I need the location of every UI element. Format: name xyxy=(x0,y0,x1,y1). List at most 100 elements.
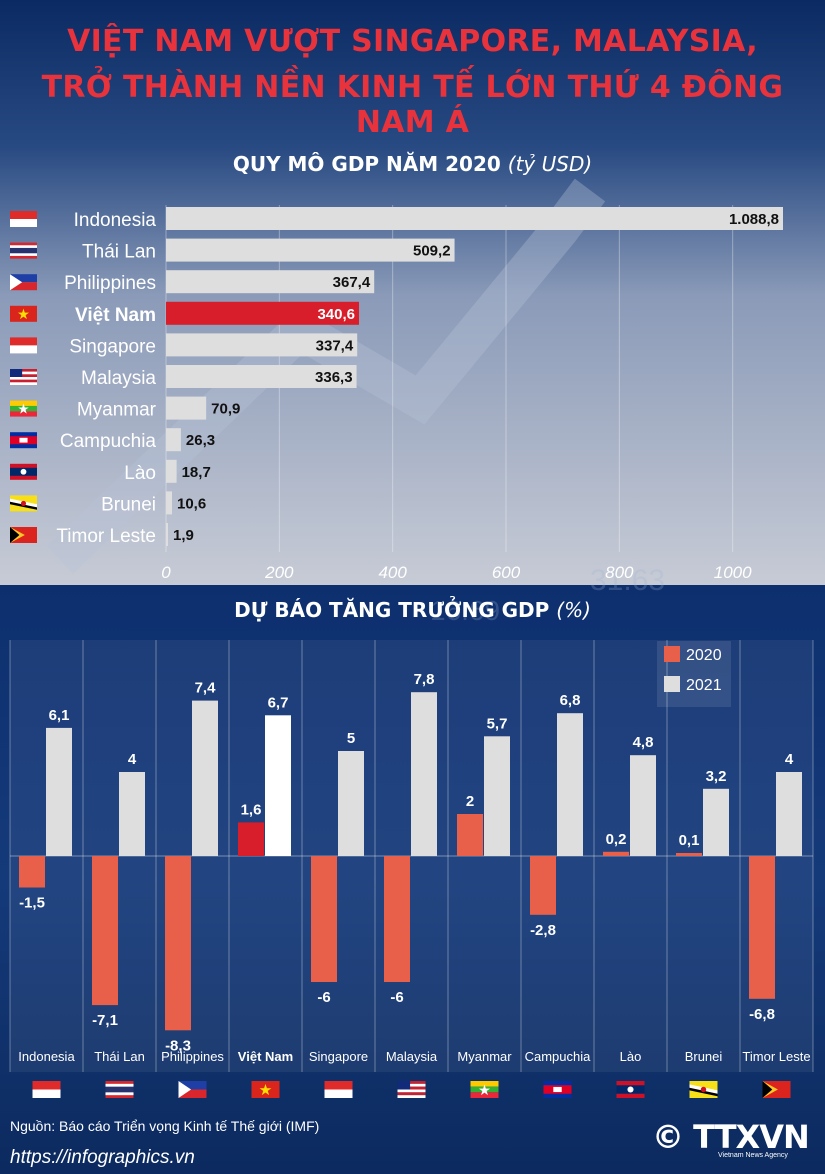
flag-part xyxy=(10,371,37,375)
flag-part xyxy=(397,1081,411,1090)
main-title-line2: TRỞ THÀNH NỀN KINH TẾ LỚN THỨ 4 ĐÔNG NAM… xyxy=(41,70,784,140)
growth-label-2020: 0,1 xyxy=(679,832,700,849)
growth-bar-2021 xyxy=(557,713,583,856)
gdp-category-label: Malaysia xyxy=(81,368,156,389)
gdp-category-label: Philippines xyxy=(64,273,156,294)
growth-category-label: Singapore xyxy=(309,1049,368,1064)
growth-label-2021: 4 xyxy=(128,751,137,768)
gdp-xtick-label: 600 xyxy=(492,563,521,582)
thailand-flag-icon xyxy=(10,242,37,259)
flag-part xyxy=(10,377,37,380)
gdp-bar xyxy=(166,523,168,546)
indonesia-flag-icon xyxy=(10,211,37,227)
growth-label-2021: 5,7 xyxy=(487,715,508,732)
svg-text:16.69: 16.69 xyxy=(430,595,500,626)
flag-part xyxy=(20,468,27,475)
malaysia-flag-icon xyxy=(10,369,37,385)
growth-section-title: DỰ BÁO TĂNG TRƯỞNG GDP (%) xyxy=(0,598,825,622)
flag-part xyxy=(178,1081,192,1098)
flag-part xyxy=(10,400,37,406)
gdp-value-label: 509,2 xyxy=(413,243,451,260)
flag-part xyxy=(10,247,37,254)
growth-label-2020: -1,5 xyxy=(19,895,45,912)
flag-part: ★ xyxy=(259,1081,273,1099)
flag-part xyxy=(470,1086,499,1093)
flag-part xyxy=(553,1086,562,1093)
flag-part xyxy=(397,1092,426,1096)
growth-category-label: Thái Lan xyxy=(94,1049,145,1064)
flag-part xyxy=(470,1092,499,1098)
website-link[interactable]: https://infographics.vn xyxy=(10,1147,195,1168)
growth-category-label: Brunei xyxy=(685,1049,723,1064)
flag-part xyxy=(32,1089,61,1098)
gdp-section-heading: QUY MÔ GDP NĂM 2020 xyxy=(232,152,501,176)
gdp-category-label: Indonesia xyxy=(74,210,157,231)
flag-part xyxy=(10,211,37,219)
legend-swatch-2021 xyxy=(664,676,680,692)
growth-label-2021: 3,2 xyxy=(706,768,727,785)
laos-flag-icon xyxy=(10,463,37,480)
growth-category-label: Philippines xyxy=(161,1049,224,1064)
growth-bar-2020 xyxy=(19,856,45,888)
source-note: Nguồn: Báo cáo Triển vọng Kinh tế Thế gi… xyxy=(10,1118,320,1134)
growth-category-label: Campuchia xyxy=(525,1049,592,1064)
legend-label-2020: 2020 xyxy=(686,647,722,664)
gdp-category-label: Việt Nam xyxy=(75,305,156,326)
flag-part xyxy=(20,500,27,506)
singapore-flag-icon xyxy=(324,1081,353,1098)
flag-part xyxy=(10,282,37,291)
growth-label-2020: -6,8 xyxy=(749,1006,775,1023)
growth-label-2021: 6,7 xyxy=(268,694,289,711)
ttxvn-logo-subtitle: Vietnam News Agency xyxy=(718,1152,788,1159)
growth-category-label: Indonesia xyxy=(18,1049,75,1064)
brunei-flag-icon xyxy=(10,495,37,512)
flag-part xyxy=(10,527,20,543)
laos-flag-icon xyxy=(616,1081,645,1098)
myanmar-flag-icon: ★ xyxy=(470,1081,499,1099)
growth-bar-2020 xyxy=(384,856,410,982)
gdp-bar xyxy=(166,207,783,230)
gdp-category-label: Campuchia xyxy=(60,431,157,452)
growth-label-2020: -8,3 xyxy=(165,1037,191,1054)
gdp-xtick-label: 200 xyxy=(264,563,294,582)
flag-part xyxy=(178,1089,207,1098)
growth-label-2021: 6,1 xyxy=(49,707,70,724)
flag-part xyxy=(397,1089,426,1093)
gdp-section-unit: (tỷ USD) xyxy=(507,152,593,176)
gdp-bar xyxy=(166,428,181,452)
flag-part xyxy=(397,1086,426,1090)
growth-bar-2021 xyxy=(484,736,510,856)
myanmar-flag-icon: ★ xyxy=(10,400,37,418)
growth-bar-2020 xyxy=(603,851,629,856)
growth-bar-2020 xyxy=(165,856,191,1031)
flag-part xyxy=(251,1081,280,1098)
vietnam-flag-icon: ★ xyxy=(10,305,37,323)
gdp-bar xyxy=(166,270,375,294)
thailand-flag-icon xyxy=(105,1081,134,1098)
growth-bar-2021 xyxy=(119,772,145,856)
gdp-value-label: 1,9 xyxy=(173,527,194,544)
timor-leste-flag-icon xyxy=(10,527,37,543)
flag-part xyxy=(10,379,37,383)
flag-part xyxy=(19,437,28,443)
growth-label-2020: 0,2 xyxy=(606,831,627,848)
growth-bar-2020 xyxy=(676,853,702,856)
growth-bar-2021 xyxy=(776,772,802,856)
growth-category-label: Việt Nam xyxy=(238,1049,293,1064)
flag-part xyxy=(700,1086,707,1093)
flag-part xyxy=(10,369,23,377)
gdp-value-label: 10,6 xyxy=(177,495,206,512)
growth-bar-2021 xyxy=(630,755,656,856)
flag-part xyxy=(324,1081,353,1090)
growth-category-label: Timor Leste xyxy=(742,1049,810,1064)
growth-label-2021: 7,4 xyxy=(195,680,217,697)
philippines-flag-icon xyxy=(10,274,37,291)
growth-label-2021: 4,8 xyxy=(633,734,654,751)
gdp-xtick-label: 400 xyxy=(378,563,407,582)
growth-label-2020: 2 xyxy=(466,793,474,810)
growth-bar-2021 xyxy=(411,692,437,856)
gdp-bar xyxy=(166,459,177,483)
growth-label-2021: 6,8 xyxy=(560,692,581,709)
flag-part xyxy=(627,1086,634,1093)
